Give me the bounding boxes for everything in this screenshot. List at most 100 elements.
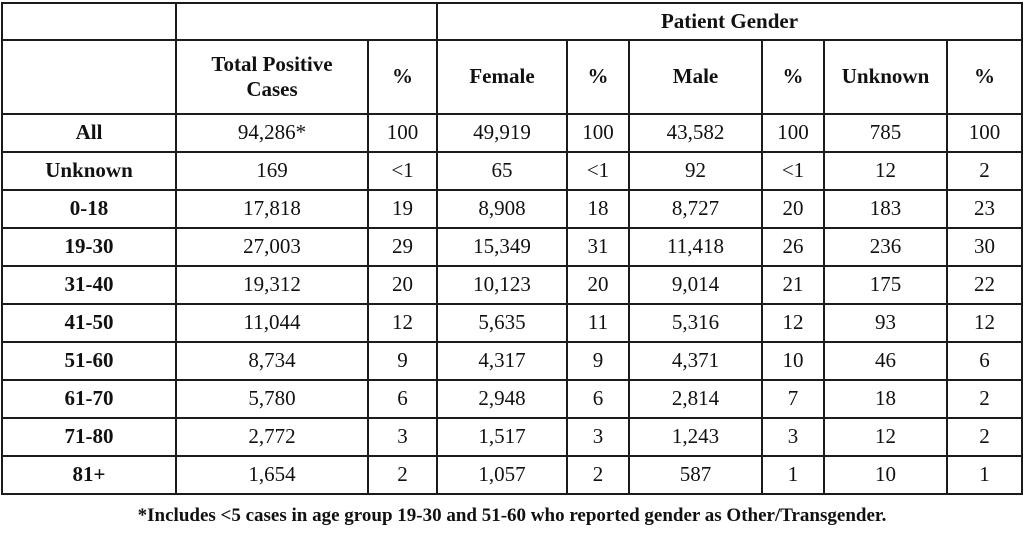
- cell-unknown: 46: [823, 341, 948, 381]
- cell-total: 5,780: [175, 379, 369, 419]
- table-row-group-header: Patient Gender: [1, 2, 1023, 41]
- cell-male-pct: 10: [761, 341, 825, 381]
- table-row-51-60: 51-60 8,734 9 4,317 9 4,371 10 46 6: [1, 341, 1023, 381]
- table-row-0-18: 0-18 17,818 19 8,908 18 8,727 20 183 23: [1, 189, 1023, 229]
- column-header-female-pct: %: [566, 39, 630, 115]
- cell-total-pct: 20: [367, 265, 438, 305]
- cell-female: 65: [436, 151, 568, 191]
- cell-unknown-pct: 22: [946, 265, 1023, 305]
- total-positive-line: Total Positive: [211, 51, 333, 76]
- cell-male: 4,371: [628, 341, 763, 381]
- table-row-41-50: 41-50 11,044 12 5,635 11 5,316 12 93 12: [1, 303, 1023, 343]
- cell-female-pct: 100: [566, 113, 630, 153]
- cell-female-pct: 9: [566, 341, 630, 381]
- empty-cell: [175, 2, 438, 41]
- cell-unknown-pct: 23: [946, 189, 1023, 229]
- table-row-19-30: 19-30 27,003 29 15,349 31 11,418 26 236 …: [1, 227, 1023, 267]
- cell-total-pct: 19: [367, 189, 438, 229]
- table-row-all: All 94,286* 100 49,919 100 43,582 100 78…: [1, 113, 1023, 153]
- cell-female: 8,908: [436, 189, 568, 229]
- cell-male: 5,316: [628, 303, 763, 343]
- cell-male-pct: 3: [761, 417, 825, 457]
- cell-total: 2,772: [175, 417, 369, 457]
- row-label: 0-18: [1, 189, 177, 229]
- cell-total: 11,044: [175, 303, 369, 343]
- cell-male-pct: 1: [761, 455, 825, 495]
- cell-male-pct: 12: [761, 303, 825, 343]
- cell-unknown: 18: [823, 379, 948, 419]
- cell-unknown: 236: [823, 227, 948, 267]
- cell-total-pct: 29: [367, 227, 438, 267]
- patient-gender-table: Patient Gender Total Positive Cases % Fe…: [1, 2, 1023, 495]
- cell-male: 8,727: [628, 189, 763, 229]
- cell-male: 92: [628, 151, 763, 191]
- cell-unknown: 183: [823, 189, 948, 229]
- cell-unknown: 93: [823, 303, 948, 343]
- empty-cell: [1, 2, 177, 41]
- column-header-total-positive-cases: Total Positive Cases: [175, 39, 369, 115]
- cell-male: 2,814: [628, 379, 763, 419]
- cell-total: 1,654: [175, 455, 369, 495]
- row-label: Unknown: [1, 151, 177, 191]
- cell-male-pct: 7: [761, 379, 825, 419]
- column-header-female: Female: [436, 39, 568, 115]
- cell-unknown-pct: 2: [946, 417, 1023, 457]
- cell-female: 15,349: [436, 227, 568, 267]
- cell-female-pct: 2: [566, 455, 630, 495]
- table-footnote: *Includes <5 cases in age group 19-30 an…: [137, 505, 887, 526]
- column-header-male-pct: %: [761, 39, 825, 115]
- patient-gender-group-header: Patient Gender: [436, 2, 1023, 41]
- row-label: 71-80: [1, 417, 177, 457]
- table-row-unknown: Unknown 169 <1 65 <1 92 <1 12 2: [1, 151, 1023, 191]
- cell-female: 1,057: [436, 455, 568, 495]
- cell-total-pct: 2: [367, 455, 438, 495]
- cell-female: 2,948: [436, 379, 568, 419]
- cell-total: 94,286*: [175, 113, 369, 153]
- cell-unknown-pct: 12: [946, 303, 1023, 343]
- table-row-81plus: 81+ 1,654 2 1,057 2 587 1 10 1: [1, 455, 1023, 495]
- cell-male: 1,243: [628, 417, 763, 457]
- column-header-male: Male: [628, 39, 763, 115]
- table-row-71-80: 71-80 2,772 3 1,517 3 1,243 3 12 2: [1, 417, 1023, 457]
- row-label: 51-60: [1, 341, 177, 381]
- cell-total-pct: 3: [367, 417, 438, 457]
- cell-female: 1,517: [436, 417, 568, 457]
- cell-total-pct: 9: [367, 341, 438, 381]
- cell-unknown: 175: [823, 265, 948, 305]
- row-label: All: [1, 113, 177, 153]
- cell-unknown: 12: [823, 151, 948, 191]
- cell-female-pct: 3: [566, 417, 630, 457]
- cell-total: 17,818: [175, 189, 369, 229]
- row-label: 41-50: [1, 303, 177, 343]
- cell-unknown: 10: [823, 455, 948, 495]
- cell-female: 4,317: [436, 341, 568, 381]
- cell-male-pct: 20: [761, 189, 825, 229]
- empty-cell: [1, 39, 177, 115]
- cell-unknown: 785: [823, 113, 948, 153]
- cell-female: 49,919: [436, 113, 568, 153]
- cell-female-pct: 18: [566, 189, 630, 229]
- table-row-61-70: 61-70 5,780 6 2,948 6 2,814 7 18 2: [1, 379, 1023, 419]
- cell-male-pct: 26: [761, 227, 825, 267]
- cell-total: 27,003: [175, 227, 369, 267]
- cell-female-pct: <1: [566, 151, 630, 191]
- cell-unknown-pct: 100: [946, 113, 1023, 153]
- cases-line: Cases: [246, 77, 298, 101]
- cell-female-pct: 31: [566, 227, 630, 267]
- row-label: 31-40: [1, 265, 177, 305]
- row-label: 81+: [1, 455, 177, 495]
- cell-female-pct: 20: [566, 265, 630, 305]
- row-label: 19-30: [1, 227, 177, 267]
- cell-male: 587: [628, 455, 763, 495]
- cell-unknown-pct: 6: [946, 341, 1023, 381]
- cell-female: 5,635: [436, 303, 568, 343]
- cell-total: 19,312: [175, 265, 369, 305]
- cell-total-pct: 100: [367, 113, 438, 153]
- cell-unknown-pct: 2: [946, 379, 1023, 419]
- cell-female-pct: 6: [566, 379, 630, 419]
- cell-male-pct: <1: [761, 151, 825, 191]
- cell-male-pct: 21: [761, 265, 825, 305]
- cell-unknown-pct: 1: [946, 455, 1023, 495]
- row-label: 61-70: [1, 379, 177, 419]
- cell-unknown-pct: 30: [946, 227, 1023, 267]
